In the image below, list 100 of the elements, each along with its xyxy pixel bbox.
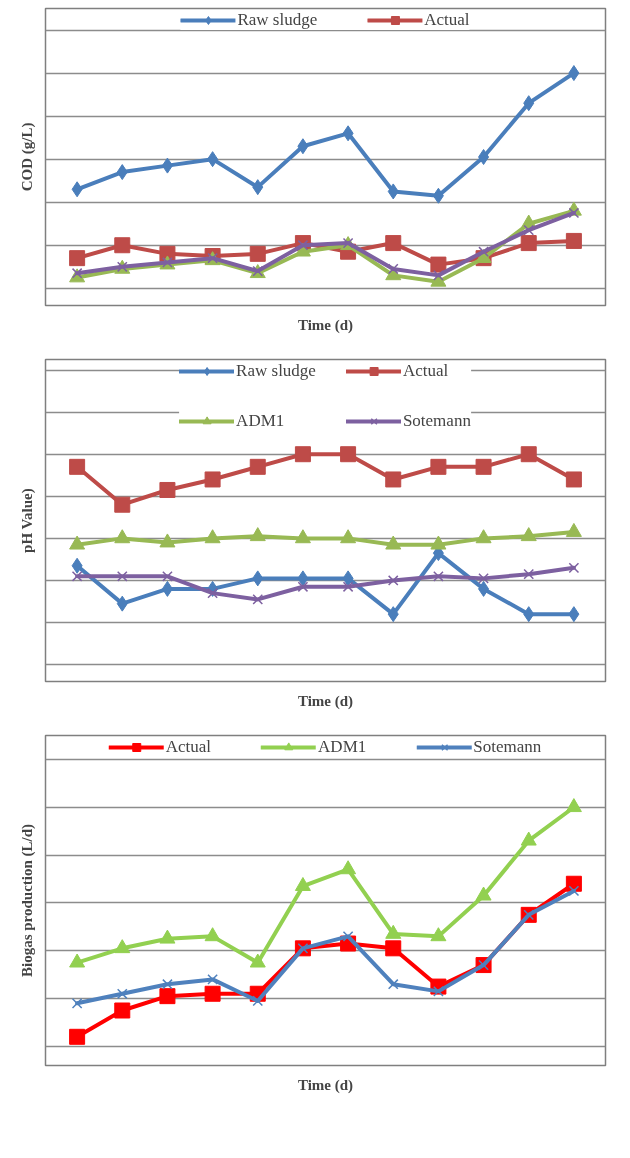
y-axis-title: COD (g/L) <box>18 122 36 192</box>
point <box>430 927 447 942</box>
point <box>342 125 354 142</box>
point <box>114 237 131 254</box>
point <box>478 573 489 584</box>
point <box>387 575 399 586</box>
legend-label: Sotemann <box>473 737 542 757</box>
point <box>69 953 86 968</box>
point <box>69 535 86 550</box>
point <box>159 533 176 548</box>
point <box>249 953 266 968</box>
point <box>342 581 354 593</box>
point <box>71 997 83 1009</box>
point <box>478 149 490 165</box>
point <box>159 481 176 498</box>
point <box>342 570 354 587</box>
point <box>385 235 402 252</box>
point <box>385 471 402 488</box>
legend-label: ADM1 <box>318 737 367 757</box>
point <box>297 570 309 587</box>
point <box>116 164 128 181</box>
point <box>207 974 218 985</box>
point <box>430 458 447 475</box>
point <box>523 606 535 623</box>
point <box>475 529 492 544</box>
point <box>340 529 357 544</box>
point <box>568 606 580 623</box>
point <box>114 939 131 954</box>
point <box>159 988 176 1005</box>
point <box>252 179 264 196</box>
point <box>433 570 444 582</box>
legend-label: Actual <box>424 10 470 30</box>
point <box>565 471 582 488</box>
point <box>297 138 309 155</box>
point <box>252 995 264 1007</box>
point <box>385 940 402 957</box>
point <box>430 535 447 550</box>
point <box>568 562 580 574</box>
point <box>523 224 535 236</box>
point <box>116 988 128 1000</box>
point <box>116 570 128 582</box>
point <box>249 458 266 475</box>
point <box>114 529 131 544</box>
point <box>71 181 83 198</box>
point <box>204 985 221 1002</box>
legend-label: Sotemann <box>402 411 471 431</box>
point <box>207 587 218 599</box>
point <box>430 256 447 273</box>
point <box>71 557 83 574</box>
point <box>249 245 266 262</box>
legend-label: Raw sludge <box>237 10 318 30</box>
point <box>69 250 86 267</box>
point <box>385 924 402 939</box>
legend-label: Actual <box>165 737 212 757</box>
point <box>387 183 399 200</box>
point <box>565 232 582 249</box>
point <box>568 885 580 897</box>
x-axis-title: Time (d) <box>297 1076 354 1094</box>
point <box>116 595 128 612</box>
point <box>520 446 537 463</box>
point <box>520 527 537 542</box>
y-axis-title: pH Value) <box>18 488 36 553</box>
point <box>297 581 309 593</box>
point <box>475 886 492 901</box>
point <box>478 246 489 258</box>
x-axis-title: Time (d) <box>297 692 354 710</box>
point <box>478 580 490 597</box>
point <box>204 471 221 488</box>
point <box>252 570 264 587</box>
legend-label: ADM1 <box>236 411 285 431</box>
point <box>162 570 173 582</box>
point <box>342 931 354 942</box>
point <box>161 157 173 174</box>
point <box>520 235 537 252</box>
point <box>71 570 83 582</box>
point <box>565 798 582 813</box>
point <box>71 267 83 279</box>
point <box>252 594 264 605</box>
point <box>114 1002 131 1019</box>
point <box>249 527 266 542</box>
legend-label: Raw sludge <box>236 361 316 381</box>
point <box>294 446 311 463</box>
point <box>204 529 221 544</box>
point <box>433 270 444 281</box>
point <box>204 927 221 942</box>
point <box>340 860 357 875</box>
point <box>523 95 535 112</box>
point <box>114 496 131 513</box>
point <box>432 187 444 204</box>
point <box>159 929 176 944</box>
point <box>294 529 311 544</box>
point <box>161 580 173 597</box>
point <box>475 458 492 475</box>
point <box>69 458 86 475</box>
point <box>387 606 399 623</box>
point <box>207 151 219 168</box>
point <box>523 568 535 580</box>
legend-label: Actual <box>402 361 449 381</box>
y-axis-title: Biogas production (L/d) <box>18 823 36 978</box>
point <box>520 831 537 846</box>
